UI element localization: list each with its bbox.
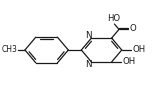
Text: N: N [86, 31, 92, 40]
Text: OH: OH [132, 46, 145, 54]
Text: OH: OH [122, 57, 135, 66]
Text: N: N [86, 60, 92, 69]
Text: HO: HO [107, 14, 120, 23]
Text: O: O [129, 24, 136, 33]
Text: CH3: CH3 [2, 46, 18, 54]
